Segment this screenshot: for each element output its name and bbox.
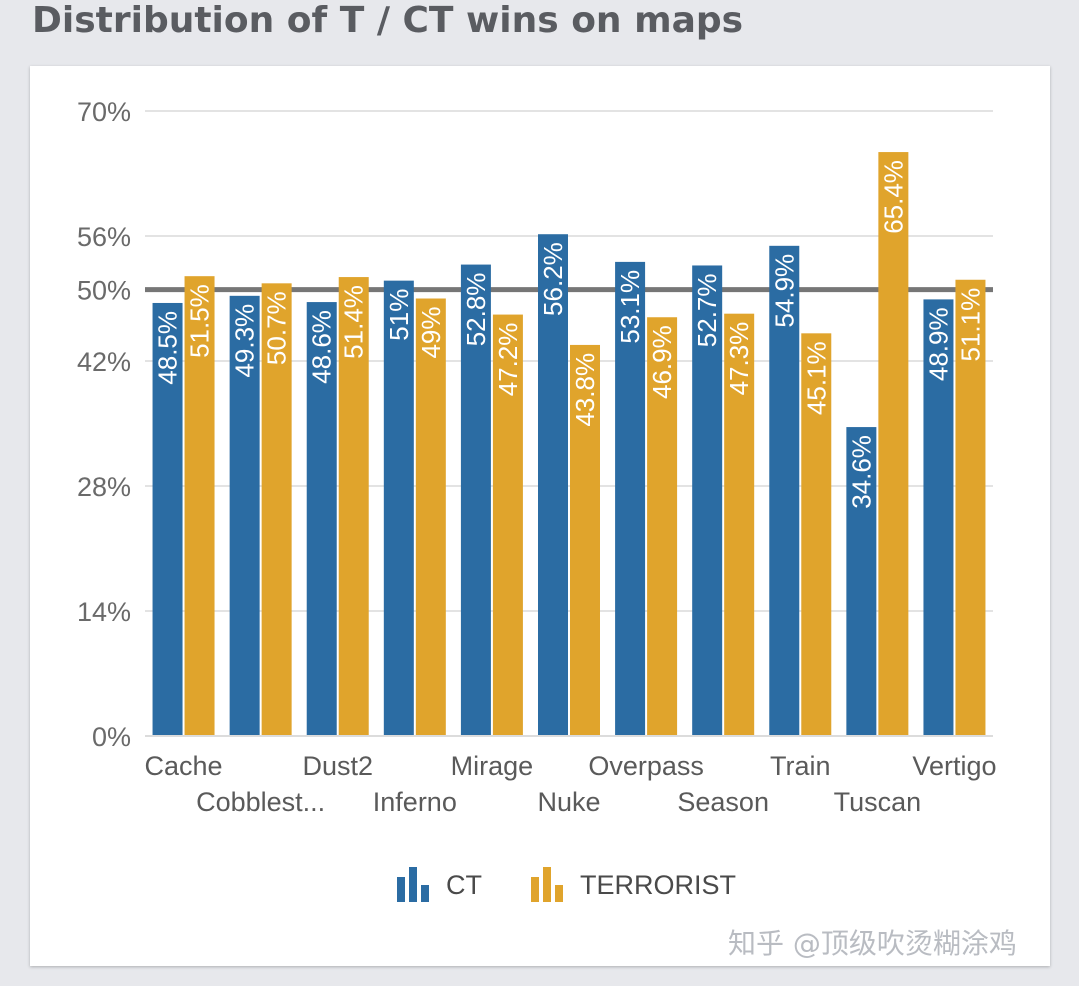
y-tick-label: 28% bbox=[77, 472, 131, 502]
bar-chart-icon bbox=[531, 867, 563, 902]
x-tick-label: Vertigo bbox=[912, 751, 996, 781]
bar-ct-inferno bbox=[383, 280, 414, 736]
x-tick-label: Cache bbox=[145, 751, 223, 781]
legend-icon-bar bbox=[555, 885, 563, 902]
data-label: 48.5% bbox=[153, 311, 183, 385]
data-label: 48.6% bbox=[307, 310, 337, 384]
data-label: 51.4% bbox=[339, 285, 369, 359]
legend[interactable]: CT TERRORIST bbox=[397, 867, 736, 902]
data-label: 54.9% bbox=[769, 254, 799, 328]
legend-icon-bar bbox=[397, 877, 405, 902]
x-tick-label: Mirage bbox=[451, 751, 534, 781]
data-label: 52.8% bbox=[461, 273, 491, 347]
y-tick-label: 14% bbox=[77, 597, 131, 627]
x-tick-label: Inferno bbox=[373, 787, 457, 817]
legend-item-terrorist[interactable]: TERRORIST bbox=[531, 867, 736, 902]
bar-terrorist-train bbox=[801, 333, 832, 736]
legend-item-ct[interactable]: CT bbox=[397, 867, 482, 902]
data-label: 56.2% bbox=[538, 242, 568, 316]
bar-ct-tuscan bbox=[846, 427, 877, 736]
bar-ct-cobblest bbox=[229, 295, 260, 736]
bar-layer bbox=[152, 152, 986, 737]
data-label: 52.7% bbox=[692, 273, 722, 347]
x-tick-label: Cobblest... bbox=[196, 787, 325, 817]
data-label: 47.3% bbox=[724, 322, 754, 396]
axis-layer: 0% 14% 28% 42% 50% 56% 70% Cache Cobblest... Dust… bbox=[77, 97, 997, 817]
data-label: 49% bbox=[416, 307, 446, 359]
y-tick-label: 56% bbox=[77, 222, 131, 252]
legend-label: CT bbox=[446, 870, 482, 900]
y-tick-label: 50% bbox=[77, 276, 131, 306]
data-label: 49.3% bbox=[230, 304, 260, 378]
data-label: 43.8% bbox=[570, 353, 600, 427]
bar-ct-overpass bbox=[615, 261, 646, 736]
data-label: 45.1% bbox=[801, 341, 831, 415]
data-label: 47.2% bbox=[493, 323, 523, 397]
legend-label: TERRORIST bbox=[580, 870, 736, 900]
bar-ct-dust2 bbox=[306, 302, 337, 736]
bar-ct-vertigo bbox=[923, 299, 954, 736]
x-tick-label: Dust2 bbox=[302, 751, 373, 781]
y-tick-label: 70% bbox=[77, 97, 131, 127]
data-label: 53.1% bbox=[615, 270, 645, 344]
bar-terrorist-season bbox=[724, 313, 755, 736]
x-tick-label: Nuke bbox=[537, 787, 600, 817]
data-label: 34.6% bbox=[846, 435, 876, 509]
data-label: 46.9% bbox=[647, 325, 677, 399]
page-title: Distribution of T / CT wins on maps bbox=[32, 0, 744, 41]
y-tick-label: 42% bbox=[77, 347, 131, 377]
bar-terrorist-tuscan bbox=[878, 152, 909, 737]
bar-ct-train bbox=[769, 245, 800, 737]
bar-terrorist-vertigo bbox=[955, 279, 986, 736]
data-label: 51% bbox=[384, 289, 414, 341]
x-tick-label: Train bbox=[770, 751, 831, 781]
x-tick-label: Season bbox=[677, 787, 769, 817]
x-tick-label: Tuscan bbox=[834, 787, 922, 817]
data-label: 48.9% bbox=[923, 307, 953, 381]
bar-ct-mirage bbox=[460, 264, 491, 736]
bar-ct-season bbox=[692, 265, 723, 736]
bar-terrorist-mirage bbox=[492, 314, 523, 736]
bar-terrorist-nuke bbox=[570, 344, 600, 736]
bar-terrorist-cobblest bbox=[261, 283, 292, 736]
y-tick-label: 0% bbox=[92, 722, 131, 752]
data-label: 51.1% bbox=[955, 288, 985, 362]
bar-terrorist-cache bbox=[184, 276, 215, 736]
bar-terrorist-overpass bbox=[647, 317, 678, 736]
data-label: 51.5% bbox=[185, 284, 215, 358]
watermark: 知乎 @顶级吹烫糊涂鸡 bbox=[728, 927, 1017, 960]
bar-terrorist-inferno bbox=[415, 298, 446, 736]
bar-ct-cache bbox=[152, 302, 183, 736]
legend-icon-bar bbox=[531, 877, 539, 902]
bar-ct-nuke bbox=[538, 234, 568, 736]
bar-terrorist-dust2 bbox=[338, 277, 369, 736]
legend-icon-bar bbox=[543, 867, 551, 902]
legend-icon-bar bbox=[409, 867, 417, 902]
bar-chart-icon bbox=[397, 867, 429, 902]
x-tick-label: Overpass bbox=[588, 751, 704, 781]
legend-icon-bar bbox=[421, 885, 429, 902]
data-label-layer: 48.5% 51.5% 49.3% 50.7% 48.6% 51.4% 51% 49% 52.8… bbox=[153, 160, 986, 509]
data-label: 50.7% bbox=[262, 291, 292, 365]
data-label: 65.4% bbox=[878, 160, 908, 234]
